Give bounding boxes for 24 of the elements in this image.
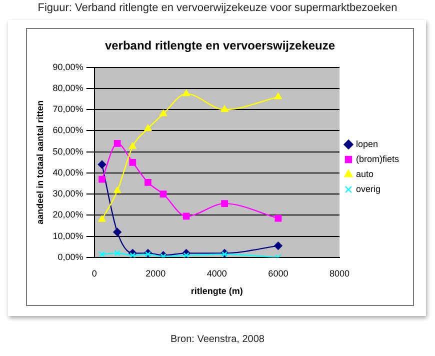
y-tick-label: 60,00% (52, 125, 84, 136)
y-tick-label: 0,00% (58, 252, 84, 262)
x-tick-label: 4000 (206, 268, 227, 278)
y-tick-label: 40,00% (52, 167, 84, 178)
text: Figuur: Verband ritlengte en vervoerwijzekeuze voor supermarktbezoeken (36, 2, 398, 14)
y-tick-label: 10,00% (52, 230, 84, 241)
text: Bron: Veenstra, 2008 (170, 334, 266, 345)
legend-label: lopen (356, 138, 378, 149)
y-axis-title: aandeel in totaal aantal ritten (34, 100, 45, 224)
y-tick-label: 80,00% (52, 82, 84, 93)
y-tick-label: 90,00% (52, 62, 84, 72)
y-tick-label: 50,00% (52, 146, 84, 156)
y-tick-label: 70,00% (52, 104, 84, 114)
legend-label: (brom)fiets (356, 154, 400, 164)
x-tick-label: 8000 (329, 268, 350, 278)
chart-title: verband ritlengte en vervoerswijzekeuze (104, 38, 336, 53)
x-tick-label: 0 (92, 268, 97, 278)
y-tick-label: 20,00% (52, 210, 84, 220)
x-axis-title: ritlengte (m) (190, 286, 243, 296)
legend-label: auto (356, 168, 374, 179)
legend-label: overig (356, 184, 381, 194)
x-tick-label: 6000 (268, 268, 288, 278)
y-tick-label: 30,00% (52, 188, 84, 199)
x-tick-label: 2000 (146, 268, 166, 278)
